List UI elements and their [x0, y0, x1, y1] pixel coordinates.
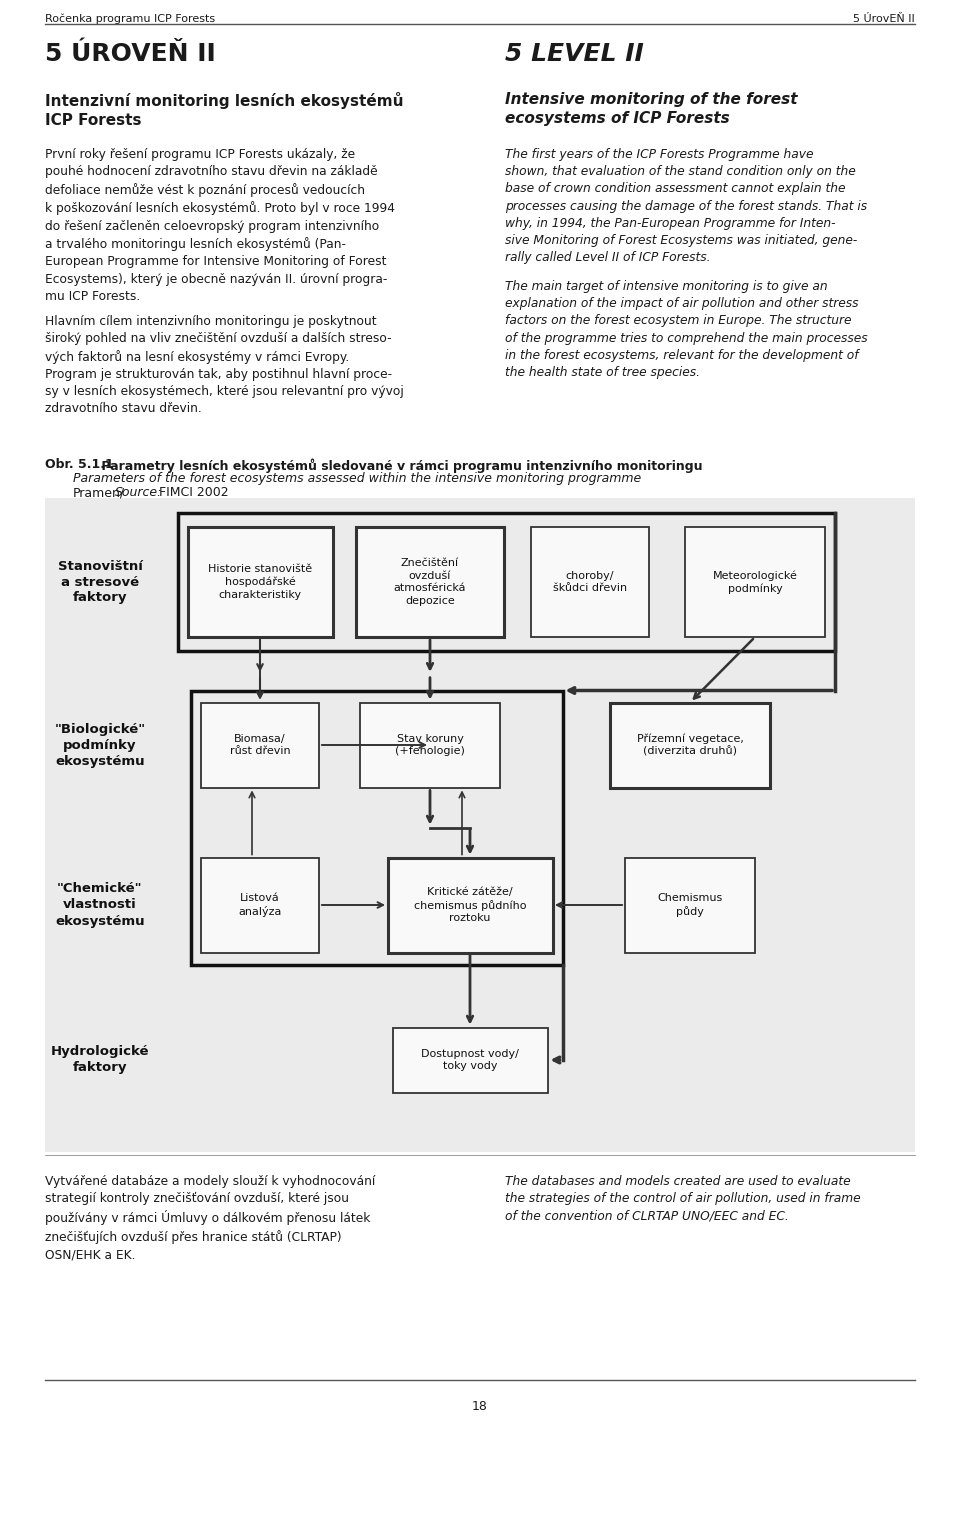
Bar: [45, 498, 915, 1151]
Bar: [191, 690, 563, 965]
Text: 5 ÚrovEŇ II: 5 ÚrovEŇ II: [853, 14, 915, 24]
Text: Ročenka programu ICP Forests: Ročenka programu ICP Forests: [45, 14, 215, 24]
Text: Přízemní vegetace,
(diverzita druhů): Přízemní vegetace, (diverzita druhů): [636, 733, 743, 756]
Text: Biomasa/
růst dřevin: Biomasa/ růst dřevin: [229, 733, 290, 756]
Text: Listová
analýza: Listová analýza: [238, 893, 281, 917]
Bar: [201, 857, 319, 952]
Text: Stav koruny
(+fenologie): Stav koruny (+fenologie): [396, 733, 465, 756]
Text: 5 ÚROVEŇ II: 5 ÚROVEŇ II: [45, 41, 216, 66]
Text: Chemismus
půdy: Chemismus půdy: [658, 893, 723, 917]
Bar: [625, 857, 755, 952]
Bar: [356, 527, 504, 637]
Bar: [393, 1027, 547, 1093]
Text: The first years of the ICP Forests Programme have
shown, that evaluation of the : The first years of the ICP Forests Progr…: [505, 149, 867, 265]
Text: Pramen/: Pramen/: [73, 485, 125, 499]
Text: Meteorologické
podmínky: Meteorologické podmínky: [712, 570, 798, 594]
Text: Stanovištní
a stresové
faktory: Stanovištní a stresové faktory: [58, 559, 142, 605]
Text: Dostupnost vody/
toky vody: Dostupnost vody/ toky vody: [421, 1049, 519, 1072]
Text: The databases and models created are used to evaluate
the strategies of the cont: The databases and models created are use…: [505, 1174, 860, 1222]
Bar: [360, 703, 500, 787]
Text: 18: 18: [472, 1399, 488, 1413]
Text: "Chemické"
vlastnosti
ekosystému: "Chemické" vlastnosti ekosystému: [55, 882, 145, 928]
Bar: [388, 857, 553, 952]
Bar: [187, 527, 332, 637]
Bar: [531, 527, 649, 637]
Text: choroby/
škůdci dřevin: choroby/ škůdci dřevin: [553, 571, 627, 592]
Text: 5 LEVEL II: 5 LEVEL II: [505, 41, 644, 66]
Text: Kritické zátěže/
chemismus půdního
roztoku: Kritické zátěže/ chemismus půdního rozto…: [414, 886, 526, 923]
Text: Source:: Source:: [115, 485, 162, 499]
Text: "Biologické"
podmínky
ekosystému: "Biologické" podmínky ekosystému: [55, 723, 146, 767]
Text: The main target of intensive monitoring is to give an
explanation of the impact : The main target of intensive monitoring …: [505, 280, 868, 380]
Bar: [178, 513, 835, 651]
Bar: [201, 703, 319, 787]
Text: Hlavním cílem intenzivního monitoringu je poskytnout
široký pohled na vliv zneči: Hlavním cílem intenzivního monitoringu j…: [45, 315, 404, 415]
Text: FIMCI 2002: FIMCI 2002: [155, 485, 228, 499]
Text: Obr. 5.1.1: Obr. 5.1.1: [45, 458, 113, 472]
Text: Parameters of the forest ecosystems assessed within the intensive monitoring pro: Parameters of the forest ecosystems asse…: [73, 472, 641, 485]
Text: Hydrologické
faktory: Hydrologické faktory: [51, 1046, 149, 1075]
Text: Znečištění
ovzduší
atmosférická
depozice: Znečištění ovzduší atmosférická depozice: [394, 559, 467, 606]
Text: Vytvářené databáze a modely slouží k vyhodnocování
strategií kontroly znečišťová: Vytvářené databáze a modely slouží k vyh…: [45, 1174, 375, 1262]
Bar: [610, 703, 770, 787]
Text: Intensive monitoring of the forest
ecosystems of ICP Forests: Intensive monitoring of the forest ecosy…: [505, 92, 798, 126]
Bar: [685, 527, 825, 637]
Text: Parametry lesních ekosystémů sledované v rámci programu intenzivního monitoringu: Parametry lesních ekosystémů sledované v…: [97, 458, 703, 473]
Text: Historie stanoviště
hospodářské
charakteristiky: Historie stanoviště hospodářské charakte…: [208, 565, 312, 600]
Text: Intenzivní monitoring lesních ekosystémů
ICP Forests: Intenzivní monitoring lesních ekosystémů…: [45, 92, 403, 127]
Text: První roky řešení programu ICP Forests ukázaly, že
pouhé hodnocení zdravotního s: První roky řešení programu ICP Forests u…: [45, 149, 395, 303]
